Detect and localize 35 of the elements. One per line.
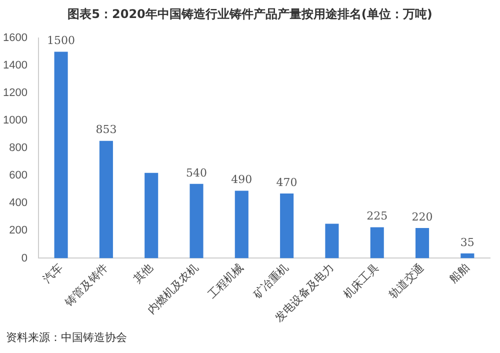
bar <box>234 190 248 258</box>
x-tick-label: 船舶 <box>448 262 472 286</box>
data-label: 220 <box>412 210 433 224</box>
bar <box>416 228 430 258</box>
x-tick-label: 其他 <box>130 260 156 286</box>
data-label: 853 <box>96 123 117 136</box>
data-label: 490 <box>231 173 252 186</box>
data-label: 35 <box>460 236 474 249</box>
bar <box>190 184 204 258</box>
x-tick-label: 矿冶重机 <box>250 260 292 302</box>
x-tick-label: 轨道交通 <box>386 260 427 302</box>
y-tick-label: 1600 <box>2 32 28 44</box>
y-tick-label: 800 <box>9 142 28 154</box>
y-tick-label: 1400 <box>2 60 28 72</box>
y-tick-label: 400 <box>9 197 28 210</box>
y-tick-label: 200 <box>9 224 28 237</box>
y-tick-label: 1200 <box>2 87 28 100</box>
y-tick-label: 1000 <box>2 114 28 127</box>
y-tick-label: 600 <box>9 170 28 182</box>
bar <box>460 253 474 258</box>
x-tick-label: 工程机械 <box>206 260 246 302</box>
bar <box>144 172 158 258</box>
data-label: 225 <box>366 210 388 223</box>
data-label: 470 <box>276 176 298 189</box>
chart-title: 图表5：2020年中国铸造行业铸件产品产量按用途排名(单位：万吨) <box>66 6 434 23</box>
y-tick-label: 0 <box>21 252 28 264</box>
bar <box>99 140 113 258</box>
bar <box>54 52 68 258</box>
data-label: 540 <box>186 166 208 180</box>
bar <box>280 194 294 258</box>
text: 资料来源：中国铸造协会 <box>6 330 127 345</box>
bar <box>370 227 384 258</box>
x-tick-label: 机床工具 <box>341 260 382 302</box>
bar <box>325 224 339 258</box>
data-label: 1500 <box>47 34 76 48</box>
